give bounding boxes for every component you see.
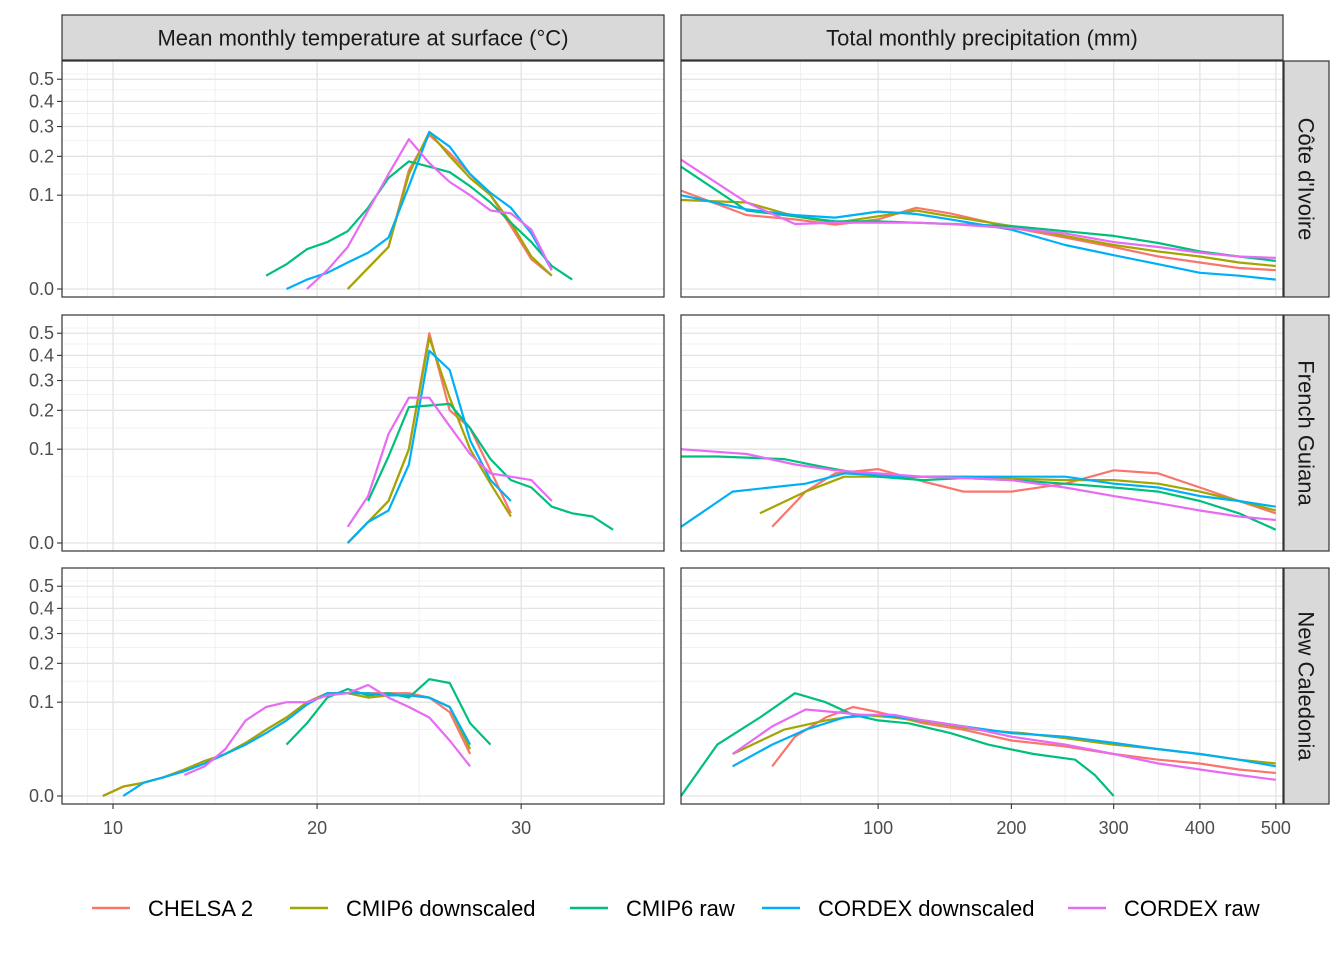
legend-label: CMIP6 downscaled [346,896,536,921]
y-tick-label: 0.4 [29,91,54,111]
row-strip: New Caledonia [1283,567,1330,805]
panel-border [61,60,665,298]
panel-background [681,61,1283,297]
strip-background [61,14,665,61]
series-line-cmip6-raw [367,402,614,531]
x-tick-label: 300 [1099,818,1129,838]
series-line-cordex-raw [346,396,553,528]
series-line-cordex-downscaled [680,194,1276,281]
panel-new-caledonia-precipitation [680,567,1284,805]
x-tick-label: 500 [1261,818,1291,838]
panel-border [61,314,665,552]
series-line-cordex-raw [680,158,1276,259]
column-strip-label: Total monthly precipitation (mm) [826,26,1138,51]
panel-background [62,61,664,297]
legend: CHELSA 2 CMIP6 downscaled CMIP6 raw CORDEX … [92,896,1260,921]
column-strip: Mean monthly temperature at surface (°C) [61,14,665,61]
series-line-cmip6-downscaled [346,336,512,544]
row-strip: Côte d'Ivoire [1283,60,1330,298]
y-tick-label: 0.0 [29,786,54,806]
legend-item-cordex-downscaled: CORDEX downscaled [762,896,1034,921]
series-line-cordex-downscaled [122,692,472,797]
x-tick-label: 10 [103,818,123,838]
panel-french-guiana-temperature [61,314,665,552]
panel-new-caledonia-temperature [61,567,665,805]
series-line-cordex-raw [731,708,1276,781]
legend-item-cordex-raw: CORDEX raw [1068,896,1260,921]
column-strip: Total monthly precipitation (mm) [680,14,1284,61]
panel-background [62,315,664,551]
column-strip-label: Mean monthly temperature at surface (°C) [157,26,568,51]
series-line-chelsa-2 [771,468,1277,528]
y-tick-label: 0.0 [29,533,54,553]
series-line-cordex-downscaled [286,130,553,290]
y-tick-label: 0.5 [29,576,54,596]
panel-french-guiana-precipitation [680,314,1284,552]
y-tick-label: 0.0 [29,279,54,299]
legend-item-cmip6-downscaled: CMIP6 downscaled [290,896,536,921]
panel-border [680,567,1284,805]
row-strip-label: Côte d'Ivoire [1294,118,1319,241]
legend-item-chelsa-2: CHELSA 2 [92,896,253,921]
series-line-cordex-raw [680,448,1276,522]
legend-label: CMIP6 raw [626,896,735,921]
x-tick-label: 200 [996,818,1026,838]
row-strip: French Guiana [1283,314,1330,552]
x-tick-label: 30 [511,818,531,838]
y-tick-label: 0.4 [29,345,54,365]
x-tick-label: 20 [307,818,327,838]
panel-border [61,567,665,805]
y-tick-label: 0.1 [29,185,54,205]
panel-border [680,60,1284,298]
x-tick-label: 400 [1185,818,1215,838]
legend-label: CHELSA 2 [148,896,253,921]
row-strip-label: New Caledonia [1294,611,1319,761]
panel-border [680,314,1284,552]
series-line-cmip6-downscaled [759,475,1277,515]
y-tick-label: 0.5 [29,323,54,343]
y-tick-label: 0.2 [29,146,54,166]
strip-background [680,14,1284,61]
panel-c-te-d-ivoire-temperature [61,60,665,298]
series-line-cordex-raw [183,683,471,777]
strip-background [1283,60,1330,298]
y-tick-label: 0.4 [29,598,54,618]
y-tick-label: 0.5 [29,69,54,89]
y-tick-label: 0.1 [29,692,54,712]
legend-label: CORDEX downscaled [818,896,1034,921]
series-line-chelsa-2 [771,705,1276,775]
y-tick-label: 0.3 [29,117,54,137]
strip-background [1283,567,1330,805]
y-tick-label: 0.3 [29,624,54,644]
y-tick-label: 0.2 [29,653,54,673]
series-line-cordex-raw [306,138,553,290]
y-tick-label: 0.2 [29,400,54,420]
legend-item-cmip6-raw: CMIP6 raw [570,896,735,921]
series-line-cmip6-raw [265,160,573,281]
y-tick-label: 0.3 [29,371,54,391]
panel-c-te-d-ivoire-precipitation [680,60,1284,298]
legend-label: CORDEX raw [1124,896,1260,921]
strip-background [1283,314,1330,552]
row-strip-label: French Guiana [1294,360,1319,506]
series-line-cordex-downscaled [732,713,1276,768]
panel-background [681,568,1283,804]
y-tick-label: 0.1 [29,439,54,459]
series-line-cordex-downscaled [680,472,1276,528]
panel-background [681,315,1283,551]
x-tick-label: 100 [863,818,893,838]
series-line-cmip6-raw [680,692,1115,797]
series-line-cmip6-raw [285,678,492,746]
